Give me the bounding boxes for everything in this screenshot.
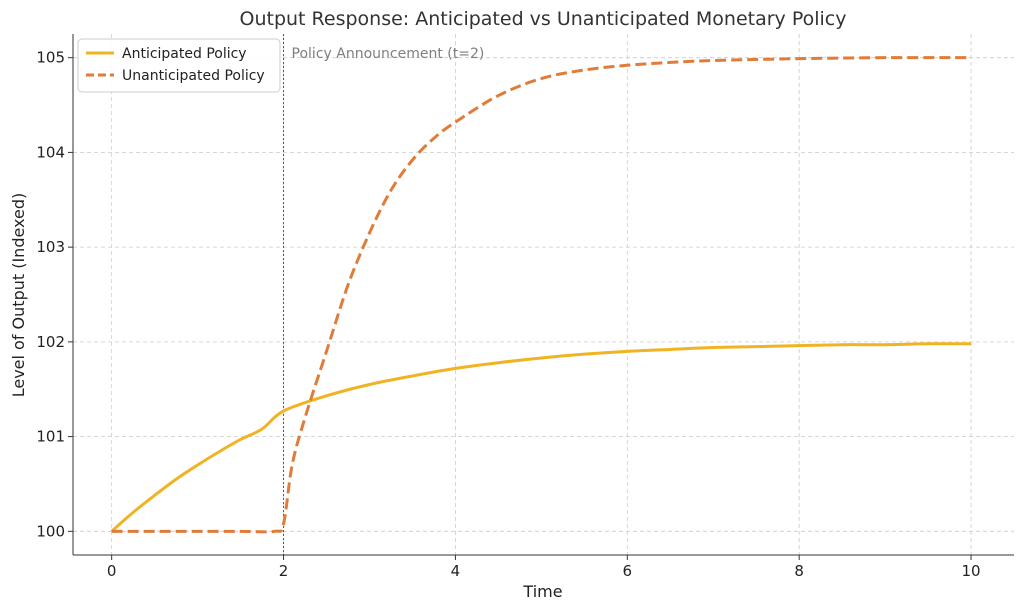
chart-title: Output Response: Anticipated vs Unantici… (240, 8, 847, 30)
legend-label: Unanticipated Policy (122, 68, 265, 84)
y-tick-label: 104 (36, 143, 65, 161)
legend-label: Anticipated Policy (122, 46, 247, 62)
x-tick-label: 0 (107, 562, 117, 580)
grid (73, 34, 1014, 555)
annotation-layer: Policy Announcement (t=2) (283, 34, 485, 555)
y-tick-label: 101 (36, 428, 65, 446)
series-layer (110, 56, 972, 534)
y-tick-label: 103 (36, 238, 65, 256)
x-tick-label: 4 (451, 562, 461, 580)
x-axis-label: Time (522, 582, 562, 601)
x-tick-label: 6 (623, 562, 633, 580)
y-tick-label: 100 (36, 522, 65, 540)
x-tick-label: 2 (279, 562, 289, 580)
series-line-anticipated (110, 342, 972, 533)
axes: 0 2 4 6 8 10 100 101 102 103 104 105 (36, 34, 1014, 580)
y-tick-label: 105 (36, 49, 65, 67)
series-line-unanticipated (111, 56, 972, 534)
y-axis-label: Level of Output (Indexed) (9, 193, 28, 398)
y-tick-label: 102 (36, 333, 65, 351)
legend-box (77, 38, 281, 93)
policy-announcement-label: Policy Announcement (t=2) (292, 46, 485, 62)
x-tick-label: 8 (794, 562, 804, 580)
legend: Anticipated Policy Unanticipated Policy (77, 38, 281, 93)
x-tick-label: 10 (961, 562, 980, 580)
